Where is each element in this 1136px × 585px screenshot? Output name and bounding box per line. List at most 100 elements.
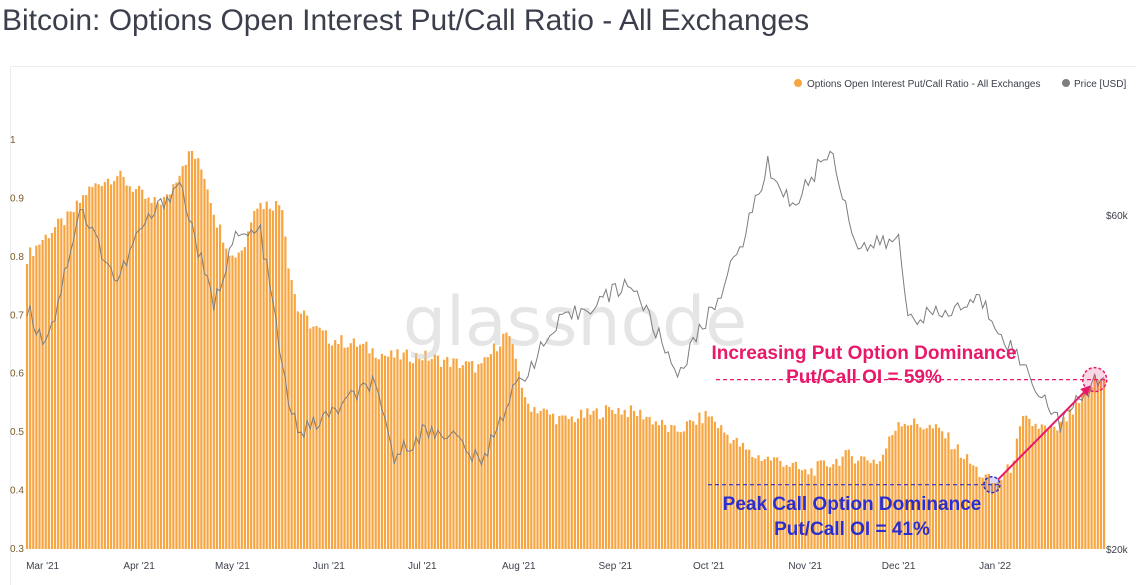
bar bbox=[754, 458, 757, 549]
bar bbox=[109, 184, 113, 549]
bar bbox=[987, 473, 990, 549]
bar bbox=[832, 464, 835, 549]
bar bbox=[539, 410, 542, 549]
bar bbox=[1046, 427, 1050, 549]
bar bbox=[969, 463, 972, 549]
bar bbox=[390, 350, 393, 549]
y-tick-label: 0.7 bbox=[10, 310, 24, 321]
bar bbox=[520, 387, 524, 549]
bar bbox=[421, 360, 424, 549]
y-tick-label: 1 bbox=[10, 135, 16, 146]
bar bbox=[773, 457, 776, 549]
bar bbox=[337, 343, 340, 549]
bar bbox=[69, 211, 72, 549]
bar bbox=[667, 431, 670, 549]
bar bbox=[206, 189, 209, 550]
bar bbox=[41, 239, 44, 550]
bar bbox=[906, 425, 910, 549]
bar bbox=[573, 422, 576, 549]
bar bbox=[309, 328, 312, 549]
bar bbox=[1087, 386, 1090, 549]
legend-price-label[interactable]: Price [USD] bbox=[1074, 79, 1126, 90]
bar bbox=[645, 416, 648, 549]
bar bbox=[327, 343, 331, 549]
bar bbox=[925, 428, 928, 549]
bar bbox=[670, 424, 673, 549]
bar bbox=[934, 424, 938, 549]
call-annotation-line2: Put/Call OI = 41% bbox=[774, 519, 930, 540]
bar bbox=[953, 449, 956, 549]
bar bbox=[888, 436, 891, 549]
bar bbox=[558, 415, 561, 549]
bar bbox=[841, 456, 844, 549]
bar bbox=[253, 210, 256, 549]
bar bbox=[172, 184, 175, 549]
put-annotation-line1: Increasing Put Option Dominance bbox=[711, 343, 1016, 364]
bar bbox=[29, 247, 32, 549]
bar bbox=[411, 363, 415, 549]
bar bbox=[499, 346, 502, 549]
bar bbox=[25, 263, 29, 549]
bar bbox=[819, 460, 822, 549]
bar bbox=[1031, 426, 1034, 549]
bar bbox=[178, 175, 181, 550]
bar bbox=[246, 231, 250, 549]
bar bbox=[1003, 472, 1006, 549]
bar bbox=[994, 483, 997, 549]
x-tick-label: Mar '21 bbox=[26, 561, 59, 572]
bar bbox=[63, 225, 66, 549]
bar bbox=[738, 446, 741, 549]
x-tick-label: Dec '21 bbox=[882, 561, 916, 572]
bar bbox=[256, 208, 259, 550]
bar bbox=[153, 197, 156, 549]
bar bbox=[891, 435, 894, 549]
bar bbox=[611, 410, 614, 549]
bar bbox=[822, 460, 826, 549]
chart-title: Bitcoin: Options Open Interest Put/Call … bbox=[2, 4, 810, 37]
bar bbox=[306, 315, 309, 549]
bar bbox=[237, 252, 240, 549]
bar bbox=[782, 466, 785, 549]
bar bbox=[138, 185, 141, 549]
bar bbox=[592, 410, 595, 549]
bar bbox=[1056, 430, 1059, 549]
bar bbox=[1096, 380, 1099, 549]
bar bbox=[561, 415, 564, 549]
bar bbox=[1078, 403, 1081, 549]
bar bbox=[676, 431, 679, 549]
legend-bar-label[interactable]: Options Open Interest Put/Call Ratio - A… bbox=[807, 79, 1040, 90]
bar bbox=[1074, 402, 1078, 549]
x-tick-label: Oct '21 bbox=[693, 561, 725, 572]
bar bbox=[984, 474, 987, 549]
bar bbox=[810, 468, 813, 549]
bar bbox=[377, 359, 380, 549]
call-annotation-line1: Peak Call Option Dominance bbox=[723, 494, 982, 515]
bar bbox=[383, 355, 387, 549]
bar bbox=[997, 482, 1000, 549]
bar bbox=[776, 457, 779, 549]
bar bbox=[797, 469, 801, 549]
x-tick-label: Apr '21 bbox=[123, 561, 155, 572]
bar bbox=[368, 353, 371, 549]
bar bbox=[1028, 418, 1031, 549]
bar bbox=[679, 432, 682, 549]
bar bbox=[268, 208, 271, 549]
bar bbox=[439, 366, 443, 549]
bar bbox=[723, 432, 726, 549]
bar bbox=[340, 335, 343, 549]
bar bbox=[1040, 424, 1043, 549]
bar bbox=[744, 449, 748, 549]
bar bbox=[91, 187, 94, 549]
bar bbox=[209, 202, 212, 550]
bar bbox=[38, 244, 41, 549]
bar bbox=[502, 333, 505, 549]
bar bbox=[1065, 421, 1068, 549]
bar bbox=[166, 194, 169, 549]
bar bbox=[589, 414, 592, 549]
bar bbox=[159, 204, 162, 549]
x-tick-label: May '21 bbox=[215, 561, 250, 572]
bar bbox=[1006, 464, 1009, 549]
bar bbox=[265, 201, 268, 549]
price-line bbox=[26, 150, 1105, 467]
bar bbox=[1084, 389, 1087, 549]
